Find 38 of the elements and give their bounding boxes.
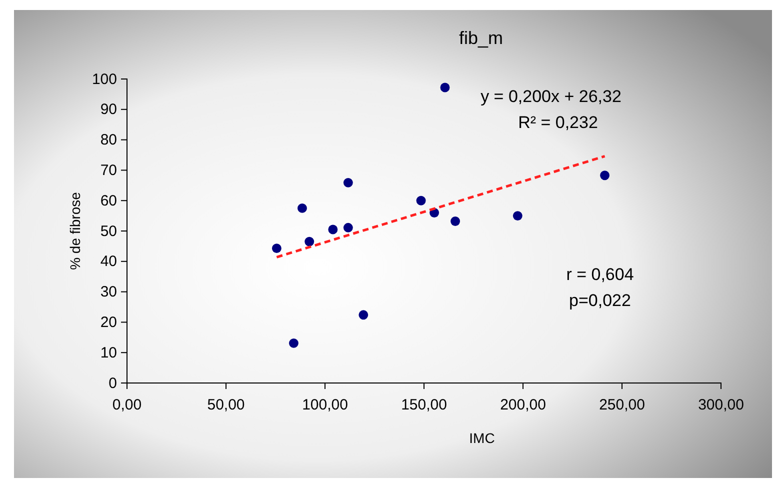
y-tick-label: 30 bbox=[100, 284, 117, 301]
y-tick-label: 80 bbox=[100, 132, 117, 149]
point bbox=[343, 222, 353, 232]
point bbox=[416, 196, 426, 206]
annotation: R² = 0,232 bbox=[518, 113, 598, 132]
point bbox=[343, 178, 353, 188]
y-tick-label: 10 bbox=[100, 344, 117, 362]
y-axis-title: % de fibrose bbox=[67, 192, 83, 270]
x-axis-title: IMC bbox=[469, 430, 495, 446]
y-tick-label: 70 bbox=[100, 162, 117, 179]
x-tick-label: 300,00 bbox=[698, 396, 744, 414]
point bbox=[440, 82, 450, 92]
point bbox=[304, 236, 314, 246]
y-tick-label: 0 bbox=[108, 374, 117, 392]
x-tick-label: 0,00 bbox=[112, 396, 142, 414]
point bbox=[328, 224, 338, 234]
annotation: r = 0,604 bbox=[566, 265, 634, 284]
x-tick-label: 50,00 bbox=[207, 396, 245, 414]
y-tick-label: 100 bbox=[92, 70, 117, 88]
x-tick-label: 150,00 bbox=[401, 396, 447, 414]
annotation: p=0,022 bbox=[569, 291, 631, 310]
point bbox=[298, 203, 307, 213]
y-tick-label: 40 bbox=[100, 253, 117, 270]
x-tick-label: 100,00 bbox=[302, 396, 348, 414]
chart-title: fib_m bbox=[458, 28, 504, 48]
y-tick-label: 60 bbox=[100, 192, 117, 210]
x-tick-label: 250,00 bbox=[599, 396, 645, 414]
point bbox=[358, 310, 368, 320]
y-tick-label: 90 bbox=[100, 101, 117, 118]
point bbox=[450, 216, 460, 226]
x-tick-label: 200,00 bbox=[500, 396, 546, 414]
y-tick-label: 20 bbox=[100, 314, 117, 331]
annotation: y = 0,200x + 26,32 bbox=[480, 87, 622, 106]
point bbox=[288, 338, 298, 348]
point bbox=[512, 211, 522, 221]
point bbox=[600, 170, 610, 180]
y-tick-label: 50 bbox=[100, 222, 117, 240]
point bbox=[272, 244, 282, 254]
